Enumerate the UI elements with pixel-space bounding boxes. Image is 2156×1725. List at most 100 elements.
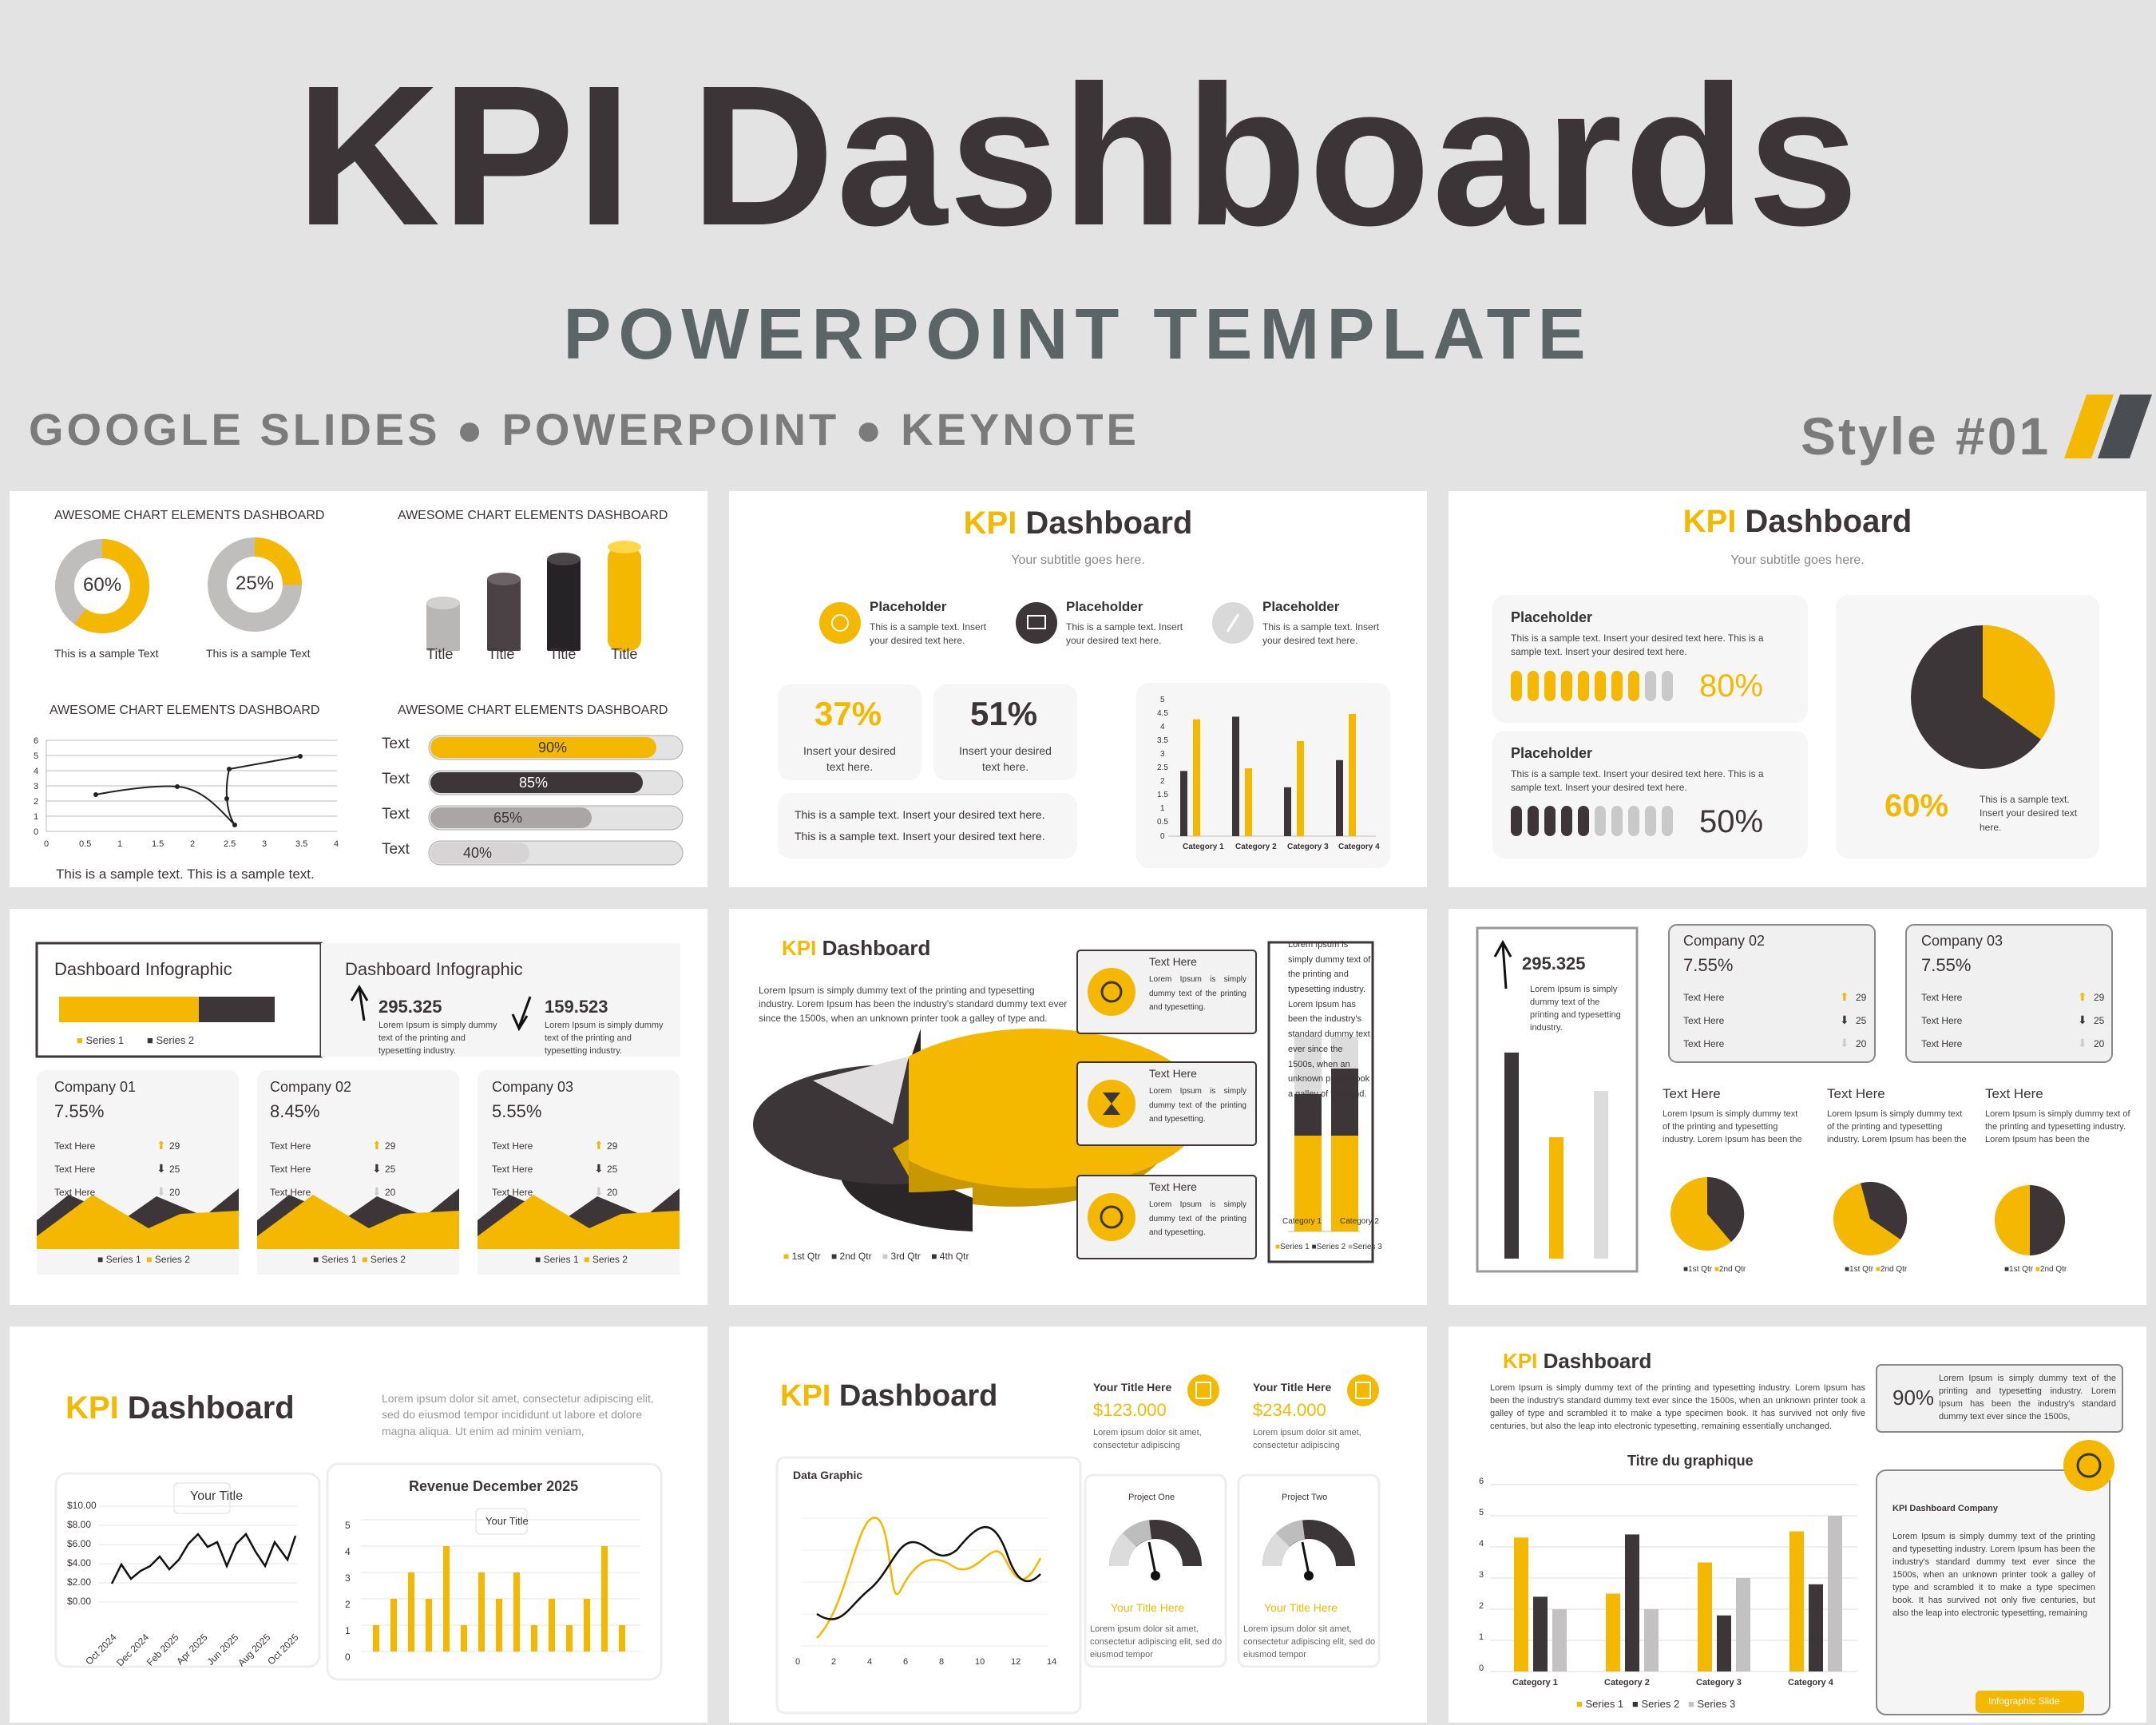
svg-text:0.5: 0.5 [79,839,91,849]
mountain-yellow [478,1195,680,1249]
slide6-graphics [1476,924,2113,1273]
placeholder-label-2: Placeholder [1066,599,1143,614]
progress-value-1: 90% [538,740,568,755]
s6-company-1-pct: 7.55% [1683,955,1734,975]
s9-cat: Category 4 [1788,1678,1833,1687]
x-tick: 4 [867,1657,873,1667]
s9-bar [1809,1584,1823,1671]
note-2: This is a sample text. Insert your desir… [795,830,1045,843]
cat-3: Category 3 [1287,843,1329,851]
row-label: Text Here [1921,1038,1963,1049]
sub-title: POWERPOINT TEMPLATE [563,295,1593,375]
svg-text:5: 5 [1160,696,1165,704]
slide-company-chart[interactable]: KPI Dashboard Lorem Ipsum is simply dumm… [1449,1326,2146,1723]
s9-bar [1533,1596,1548,1671]
slide5-para: Lorem Ipsum is simply dummy text of the … [759,985,1068,1024]
s9-cat: Category 3 [1696,1678,1742,1687]
arrow-icon: ⬇ [157,1185,166,1198]
x-tick: 12 [1011,1657,1021,1667]
row-label: Text Here [54,1187,96,1198]
placeholder-text-1: This is a sample text. Insert your desir… [870,621,987,647]
pill [1511,806,1522,836]
x-tick: 14 [1047,1657,1057,1667]
row-value: 25 [169,1164,180,1175]
arrow-icon: ⬇ [1840,1037,1849,1049]
arrow-icon: ⬆ [1840,990,1849,1003]
row-value: 25 [2094,1015,2105,1026]
cyl-label-3: Title [549,646,577,662]
s8-gauge-title-2: Your Title Here [1264,1601,1338,1614]
svg-text:1: 1 [1160,804,1165,813]
pie-pct: 60% [1885,788,1949,823]
s2-bar-dark [1180,771,1187,836]
revenue-bar [584,1599,590,1652]
slide2-graphics: 5 4.5 4 3.5 3 2.5 2 1.5 1 0.5 0 [778,602,1390,868]
s6-legend-2: ■1st Qtr ■2nd Qtr [1845,1265,1908,1274]
svg-text:4: 4 [34,767,38,776]
svg-text:2: 2 [190,839,195,849]
pie-text: This is a sample text. Insert your desir… [1980,794,2078,833]
pill [1528,671,1539,701]
progress-value-2: 85% [519,775,549,791]
s6-col-text-2: Lorem Ipsum is simply dummy text of the … [1827,1109,1967,1144]
s6-col-head-1: Text Here [1663,1086,1721,1101]
y-tick: 6 [1479,1477,1484,1486]
svg-text:3: 3 [262,839,267,849]
s9-bar [1625,1534,1639,1671]
s7-revenue-title: Revenue December 2025 [409,1478,579,1494]
slide7-title: KPI Dashboard [65,1390,295,1426]
number-2-text: Lorem Ipsum is simply dummy text of the … [545,1021,664,1056]
slide-gauges[interactable]: KPI Dashboard Your Title Here $123.000 L… [729,1326,1427,1723]
s2-bar-yellow [1193,719,1200,836]
slide1-graphics: 6 5 4 3 2 1 0 0 0.5 1 1.5 2 2.5 3 3.5 4 [34,537,684,866]
infographic-slide-button[interactable]: Infographic Slide [1988,1695,2060,1707]
row-value: 25 [1856,1015,1867,1026]
revenue-bar [513,1572,520,1652]
s8-data-graphic: Data Graphic [793,1469,863,1481]
row-label: Text Here [270,1187,311,1198]
slide-pie-3d[interactable]: KPI Dashboard Lorem Ipsum is simply dumm… [729,909,1427,1305]
pill [1578,806,1589,836]
progress-value-3: 65% [493,810,523,826]
slide1-heading-d: AWESOME CHART ELEMENTS DASHBOARD [398,704,668,717]
svg-text:1.5: 1.5 [152,839,164,849]
s6-number: 295.325 [1522,954,1586,974]
slide-kpi-placeholders[interactable]: KPI Dashboard Your subtitle goes here. 5… [729,491,1427,887]
cyl-label-2: Title [488,646,515,662]
s5-card-title: Text Here [1149,955,1197,968]
s9-bar [1698,1562,1712,1671]
revenue-bar [426,1599,432,1652]
company-3-pct: 5.55% [492,1101,542,1121]
s9-company-text: Lorem Ipsum is simply dummy text of the … [1892,1532,2095,1618]
pill [1544,806,1556,836]
y-tick: 0 [1479,1664,1484,1673]
s2-bar-yellow [1245,768,1252,836]
slide-dashboard-infographic[interactable]: Dashboard Infographic Dashboard Infograp… [10,909,707,1305]
s7-rev-yticks: 5 4 3 2 1 0 [345,1520,351,1663]
arrow-icon: ⬆ [372,1139,382,1152]
company-2-pct: 8.45% [270,1101,320,1121]
slide-company-kpis[interactable]: 295.325 Lorem Ipsum is simply dummy text… [1449,909,2146,1305]
row-label: Text Here [1921,992,1963,1003]
svg-text:2.5: 2.5 [224,839,236,849]
slide5-graphics [753,941,1374,1263]
slide-kpi-progress[interactable]: KPI Dashboard Your subtitle goes here. P… [1449,491,2146,887]
slide1-heading-a: AWESOME CHART ELEMENTS DASHBOARD [54,509,325,522]
placeholder-text-3: This is a sample text. Insert your desir… [1262,621,1380,647]
style-label: Style #01 [1801,406,2051,466]
revenue-bar [390,1599,397,1652]
s6-col-head-3: Text Here [1985,1086,2043,1101]
note-1: This is a sample text. Insert your desir… [795,808,1045,821]
row-value: 20 [607,1187,618,1198]
svg-text:3: 3 [34,782,38,791]
row-value: 29 [1856,992,1867,1003]
slide-chart-elements[interactable]: AWESOME CHART ELEMENTS DASHBOARD AWESOME… [10,491,707,887]
arrow-icon: ⬇ [2078,1037,2087,1049]
s7-your-title-1: Your Title [190,1489,244,1503]
cyl-label-4: Title [611,646,638,662]
s2-bar-dark [1284,787,1291,836]
slide-revenue[interactable]: KPI Dashboard Lorem ipsum dolor sit amet… [10,1326,707,1723]
row-value: 20 [1856,1038,1867,1049]
row-value: 29 [169,1140,180,1152]
row-value: 29 [607,1140,618,1152]
